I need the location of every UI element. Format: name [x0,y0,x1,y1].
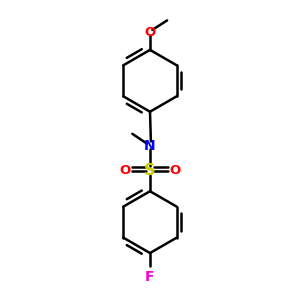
Text: N: N [144,139,156,153]
Text: O: O [144,26,156,39]
Text: O: O [119,164,130,177]
Text: O: O [169,164,181,177]
Text: S: S [144,163,156,178]
Text: F: F [145,270,155,284]
